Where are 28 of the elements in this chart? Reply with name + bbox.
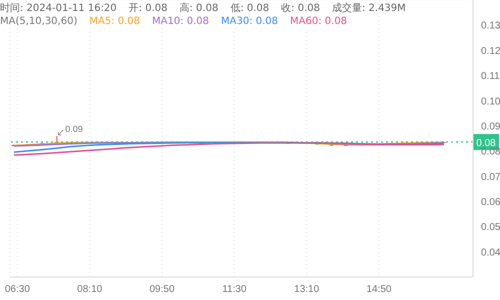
y-tick-label: 0.12 xyxy=(481,46,500,57)
annotation: 成交量: 2.439M xyxy=(332,2,406,15)
annotation: 收: 0.08 xyxy=(281,2,320,15)
y-tick-label: 0.04 xyxy=(481,247,500,258)
annotation: 低: 0.08 xyxy=(230,2,270,15)
text: MA60: 0.08 xyxy=(290,16,348,27)
annotation: 时间: 2024-01-11 16:20 xyxy=(0,2,117,15)
x-tick-label: 11:30 xyxy=(222,284,247,296)
x-tick-label: 09:50 xyxy=(150,284,175,296)
annotation: 高: 0.08 xyxy=(180,2,218,15)
annotation: 开: 0.08 xyxy=(128,2,168,15)
y-tick-label: 0.08 xyxy=(481,146,500,158)
y-tick-label: 0.11 xyxy=(481,71,500,82)
text: MA10: 0.08 xyxy=(152,16,210,27)
y-tick-label: 0.07 xyxy=(481,172,500,183)
x-tick-label: 14:50 xyxy=(366,284,392,296)
y-tick-label: 0.05 xyxy=(481,222,500,234)
x-tick-label: 08:10 xyxy=(77,284,103,296)
y-tick-label: 0.13 xyxy=(481,20,500,32)
x-tick-label: 13:10 xyxy=(294,284,320,296)
y-tick-label: 0.09 xyxy=(481,121,500,132)
text: MA5: 0.08 xyxy=(89,16,140,27)
annotation: 0.09 xyxy=(65,124,83,134)
y-tick-label: 0.10 xyxy=(481,96,500,108)
legend-title: MA(5,10,30,60) xyxy=(0,16,78,27)
x-tick-label: 06:30 xyxy=(4,284,30,296)
text: MA30: 0.08 xyxy=(221,16,278,27)
y-tick-label: 0.06 xyxy=(481,197,500,208)
